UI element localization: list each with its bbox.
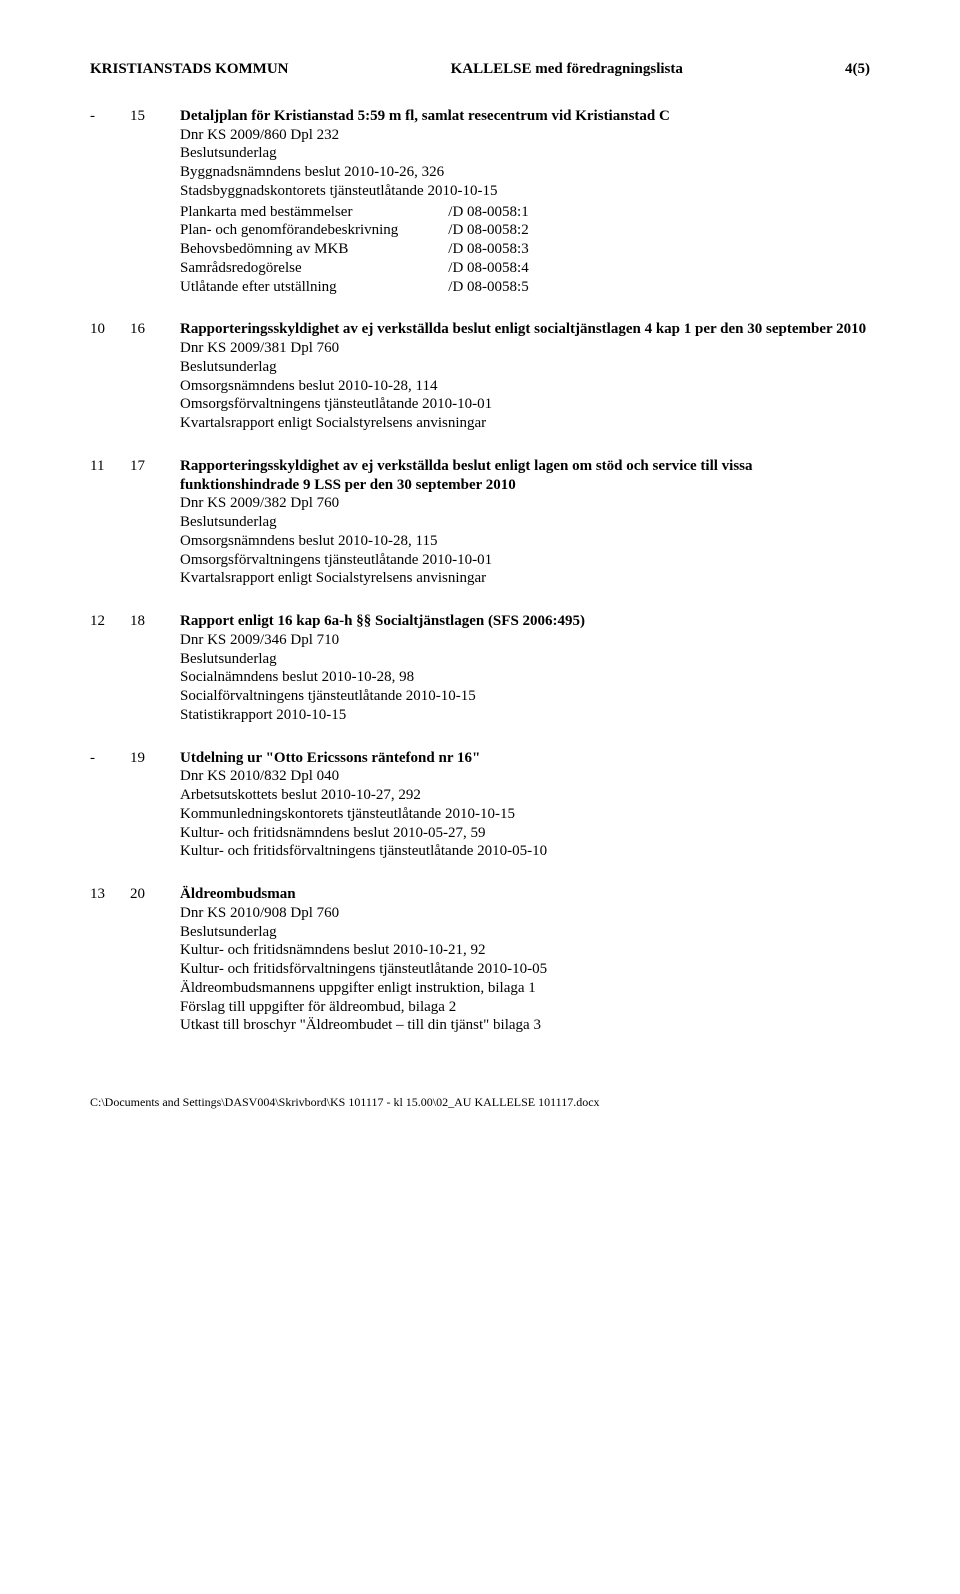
agenda-col-b: 16 bbox=[130, 320, 180, 433]
agenda-body: Rapporteringsskyldighet av ej verkställd… bbox=[180, 320, 870, 433]
agenda-dnr: Dnr KS 2009/382 Dpl 760 bbox=[180, 494, 870, 513]
codes-code: /D 08-0058:4 bbox=[448, 259, 528, 278]
agenda-title-bold: Rapport enligt 16 kap 6a-h §§ Socialtjän… bbox=[180, 613, 585, 629]
agenda-underlag-label: Beslutsunderlag bbox=[180, 358, 870, 377]
agenda-body: Rapport enligt 16 kap 6a-h §§ Socialtjän… bbox=[180, 612, 870, 725]
agenda-line: Kommunledningskontorets tjänsteutlåtande… bbox=[180, 805, 870, 824]
agenda-list: -15Detaljplan för Kristianstad 5:59 m fl… bbox=[90, 107, 870, 1035]
footer-path: C:\Documents and Settings\DASV004\Skrivb… bbox=[90, 1095, 870, 1110]
agenda-title-bold: Äldreombudsman bbox=[180, 886, 296, 902]
agenda-line: Kvartalsrapport enligt Socialstyrelsens … bbox=[180, 569, 870, 588]
agenda-underlag-label: Beslutsunderlag bbox=[180, 650, 870, 669]
codes-label: Plankarta med bestämmelser bbox=[180, 203, 448, 222]
codes-label: Behovsbedömning av MKB bbox=[180, 240, 448, 259]
agenda-item: -19Utdelning ur "Otto Ericssons räntefon… bbox=[90, 749, 870, 862]
agenda-dnr: Dnr KS 2010/832 Dpl 040 bbox=[180, 767, 870, 786]
codes-code: /D 08-0058:3 bbox=[448, 240, 528, 259]
header-center: KALLELSE med föredragningslista bbox=[451, 60, 683, 79]
agenda-title: Detaljplan för Kristianstad 5:59 m fl, s… bbox=[180, 107, 870, 126]
agenda-line: Omsorgsnämndens beslut 2010-10-28, 115 bbox=[180, 532, 870, 551]
agenda-line: Förslag till uppgifter för äldreombud, b… bbox=[180, 998, 870, 1017]
agenda-title-bold: Detaljplan för Kristianstad 5:59 m fl, s… bbox=[180, 108, 670, 124]
agenda-title: Rapport enligt 16 kap 6a-h §§ Socialtjän… bbox=[180, 612, 870, 631]
agenda-dnr: Dnr KS 2009/346 Dpl 710 bbox=[180, 631, 870, 650]
agenda-line: Utkast till broschyr "Äldreombudet – til… bbox=[180, 1016, 870, 1035]
agenda-line: Omsorgsförvaltningens tjänsteutlåtande 2… bbox=[180, 551, 870, 570]
agenda-body: Rapporteringsskyldighet av ej verkställd… bbox=[180, 457, 870, 588]
agenda-dnr: Dnr KS 2009/381 Dpl 760 bbox=[180, 339, 870, 358]
agenda-col-a: - bbox=[90, 107, 130, 297]
agenda-item: 1320Äldreombudsman Dnr KS 2010/908 Dpl 76… bbox=[90, 885, 870, 1035]
agenda-underlag-label: Beslutsunderlag bbox=[180, 513, 870, 532]
agenda-item: 1016Rapporteringsskyldighet av ej verkst… bbox=[90, 320, 870, 433]
agenda-title: Äldreombudsman bbox=[180, 885, 870, 904]
agenda-col-b: 19 bbox=[130, 749, 180, 862]
agenda-line: Kvartalsrapport enligt Socialstyrelsens … bbox=[180, 414, 870, 433]
agenda-body: Detaljplan för Kristianstad 5:59 m fl, s… bbox=[180, 107, 870, 297]
agenda-item: 1218Rapport enligt 16 kap 6a-h §§ Social… bbox=[90, 612, 870, 725]
agenda-col-b: 20 bbox=[130, 885, 180, 1035]
agenda-dnr: Dnr KS 2010/908 Dpl 760 bbox=[180, 904, 870, 923]
agenda-line: Kultur- och fritidsnämndens beslut 2010-… bbox=[180, 941, 870, 960]
agenda-title: Rapporteringsskyldighet av ej verkställd… bbox=[180, 457, 870, 495]
agenda-body: Äldreombudsman Dnr KS 2010/908 Dpl 760Bes… bbox=[180, 885, 870, 1035]
codes-label: Utlåtande efter utställning bbox=[180, 278, 448, 297]
agenda-col-a: 12 bbox=[90, 612, 130, 725]
agenda-line: Byggnadsnämndens beslut 2010-10-26, 326 bbox=[180, 163, 870, 182]
agenda-line: Kultur- och fritidsförvaltningens tjänst… bbox=[180, 960, 870, 979]
agenda-dnr: Dnr KS 2009/860 Dpl 232 bbox=[180, 126, 870, 145]
agenda-title-bold: Rapporteringsskyldighet av ej verkställd… bbox=[180, 321, 866, 337]
codes-row: Utlåtande efter utställning/D 08-0058:5 bbox=[180, 278, 529, 297]
codes-label: Plan- och genomförandebeskrivning bbox=[180, 221, 448, 240]
agenda-line: Omsorgsnämndens beslut 2010-10-28, 114 bbox=[180, 377, 870, 396]
codes-row: Plankarta med bestämmelser/D 08-0058:1 bbox=[180, 203, 529, 222]
agenda-title-bold: Utdelning ur "Otto Ericssons räntefond n… bbox=[180, 750, 480, 766]
header-page: 4(5) bbox=[845, 60, 870, 79]
page-header: KRISTIANSTADS KOMMUN KALLELSE med föredr… bbox=[90, 60, 870, 79]
agenda-item: 1117Rapporteringsskyldighet av ej verkst… bbox=[90, 457, 870, 588]
agenda-col-a: 13 bbox=[90, 885, 130, 1035]
agenda-item: -15Detaljplan för Kristianstad 5:59 m fl… bbox=[90, 107, 870, 297]
codes-code: /D 08-0058:2 bbox=[448, 221, 528, 240]
agenda-line: Socialnämndens beslut 2010-10-28, 98 bbox=[180, 668, 870, 687]
agenda-line: Omsorgsförvaltningens tjänsteutlåtande 2… bbox=[180, 395, 870, 414]
codes-row: Plan- och genomförandebeskrivning/D 08-0… bbox=[180, 221, 529, 240]
agenda-col-b: 17 bbox=[130, 457, 180, 588]
agenda-body: Utdelning ur "Otto Ericssons räntefond n… bbox=[180, 749, 870, 862]
agenda-line: Arbetsutskottets beslut 2010-10-27, 292 bbox=[180, 786, 870, 805]
agenda-col-a: - bbox=[90, 749, 130, 862]
codes-code: /D 08-0058:1 bbox=[448, 203, 528, 222]
codes-table: Plankarta med bestämmelser/D 08-0058:1Pl… bbox=[180, 203, 529, 297]
agenda-line: Socialförvaltningens tjänsteutlåtande 20… bbox=[180, 687, 870, 706]
agenda-col-b: 15 bbox=[130, 107, 180, 297]
codes-label: Samrådsredogörelse bbox=[180, 259, 448, 278]
codes-row: Samrådsredogörelse/D 08-0058:4 bbox=[180, 259, 529, 278]
agenda-underlag-label: Beslutsunderlag bbox=[180, 923, 870, 942]
agenda-line: Kultur- och fritidsförvaltningens tjänst… bbox=[180, 842, 870, 861]
codes-code: /D 08-0058:5 bbox=[448, 278, 528, 297]
header-left: KRISTIANSTADS KOMMUN bbox=[90, 60, 289, 79]
agenda-line: Äldreombudsmannens uppgifter enligt inst… bbox=[180, 979, 870, 998]
agenda-line: Statistikrapport 2010-10-15 bbox=[180, 706, 870, 725]
agenda-title: Rapporteringsskyldighet av ej verkställd… bbox=[180, 320, 870, 339]
agenda-col-b: 18 bbox=[130, 612, 180, 725]
agenda-col-a: 10 bbox=[90, 320, 130, 433]
agenda-title: Utdelning ur "Otto Ericssons räntefond n… bbox=[180, 749, 870, 768]
agenda-line: Stadsbyggnadskontorets tjänsteutlåtande … bbox=[180, 182, 870, 201]
agenda-underlag-label: Beslutsunderlag bbox=[180, 144, 870, 163]
codes-row: Behovsbedömning av MKB/D 08-0058:3 bbox=[180, 240, 529, 259]
agenda-col-a: 11 bbox=[90, 457, 130, 588]
agenda-title-bold: Rapporteringsskyldighet av ej verkställd… bbox=[180, 458, 753, 493]
agenda-line: Kultur- och fritidsnämndens beslut 2010-… bbox=[180, 824, 870, 843]
